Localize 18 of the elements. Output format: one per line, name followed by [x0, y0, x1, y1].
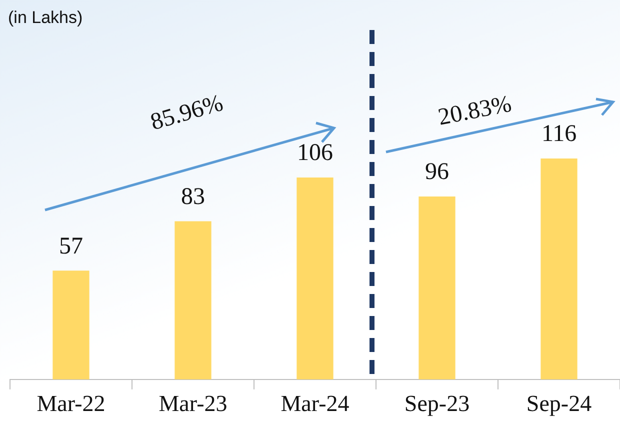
text: 85.96%: [148, 90, 226, 137]
x-tick-label: Mar-23: [158, 391, 228, 416]
bar: [174, 221, 212, 380]
chart-title: (in Lakhs): [8, 8, 83, 28]
x-tick-label: Mar-22: [36, 391, 106, 416]
bar: [418, 196, 456, 380]
x-tick-label: Mar-24: [280, 391, 350, 416]
bar: [296, 178, 334, 380]
x-tick-label: Sep-23: [404, 391, 470, 416]
x-tick-label: Sep-24: [526, 391, 592, 416]
text: 20.83%: [436, 91, 514, 132]
data-label: 57: [59, 233, 83, 260]
bar: [540, 158, 578, 380]
data-label: 83: [181, 184, 205, 210]
data-label: 96: [425, 159, 449, 186]
bar: [52, 270, 90, 380]
data-label: 116: [541, 121, 577, 148]
data-label: 106: [297, 140, 333, 166]
